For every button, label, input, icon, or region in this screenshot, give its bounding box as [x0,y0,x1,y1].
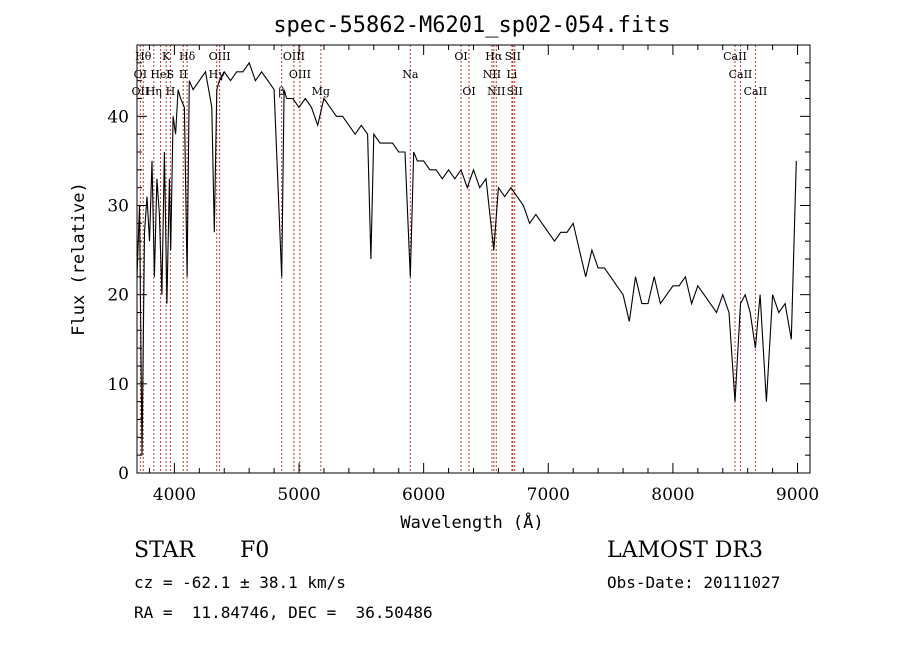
plot-frame [136,44,811,474]
subclass: F0 [240,538,270,563]
line-label: Mg [312,85,330,98]
x-tick-label: 7000 [527,485,570,505]
y-tick-label: 0 [118,464,129,484]
line-label: HeI [150,68,170,81]
redshift-velocity: cz = -62.1 ± 38.1 km/s [134,573,346,592]
line-label: β [279,85,285,98]
line-label: Hα [485,50,503,63]
line-label: OI [134,68,147,81]
line-label: Hθ [135,50,152,63]
survey-name: LAMOST DR3 [607,538,763,563]
coordinates: RA = 11.84746, DEC = 36.50486 [134,603,433,622]
spectrum-line [136,61,797,456]
line-label: CaII [723,50,747,63]
y-tick-label: 30 [107,197,129,217]
y-tick-label: 40 [107,107,129,127]
line-label: Na [402,68,419,81]
line-label: OII [132,85,150,98]
line-label: Hη [146,85,162,98]
x-axis-ticks: 4000 5000 6000 7000 8000 9000 [148,45,819,505]
line-label: SII [507,85,523,98]
line-label: S [167,68,175,81]
line-label: CaII [744,85,768,98]
line-markers [139,45,756,473]
line-label: CaII [729,68,753,81]
line-label: II [179,68,188,81]
line-label: OI [454,50,467,63]
x-tick-label: 9000 [776,485,819,505]
observation-date: Obs-Date: 20111027 [607,573,781,592]
line-label: OIII [209,50,231,63]
x-tick-label: 4000 [153,485,196,505]
x-tick-label: 8000 [651,485,694,505]
line-label: Hδ [179,50,196,63]
line-label: NII [487,85,505,98]
y-tick-label: 10 [107,375,129,395]
line-label: OIII [283,50,305,63]
y-axis-label: Flux (relative) [69,182,89,336]
line-label: OI [462,85,475,98]
line-label: OIII [289,68,311,81]
line-label: K [162,50,171,63]
chart-title: spec-55862-M6201_sp02-054.fits [273,13,670,38]
line-label: SII [505,50,521,63]
y-axis-ticks: 0 10 20 30 40 [107,62,810,484]
line-label: H [166,85,176,98]
y-tick-label: 20 [107,286,129,306]
x-axis-label: Wavelength (Å) [400,511,543,533]
x-tick-label: 5000 [277,485,320,505]
object-class: STAR [134,538,195,563]
line-label: Li [506,68,517,81]
x-tick-label: 6000 [402,485,445,505]
line-label: NII [483,68,501,81]
